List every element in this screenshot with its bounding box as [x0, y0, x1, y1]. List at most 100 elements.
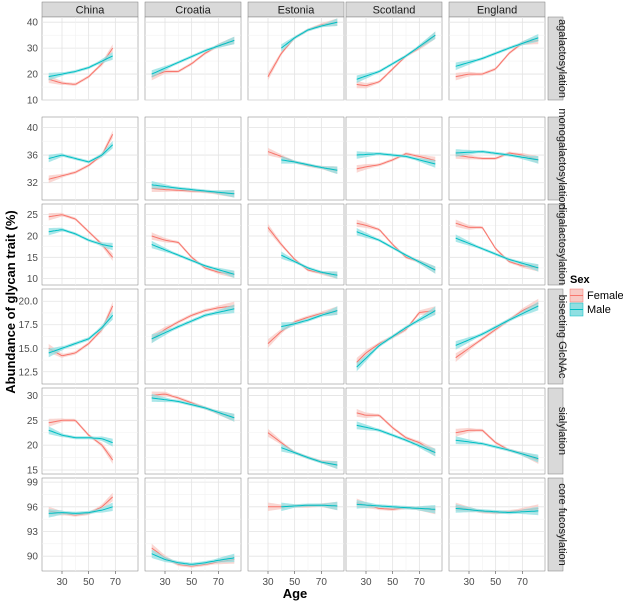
trend-line-male: [455, 237, 539, 269]
y-tick-label: 25: [27, 210, 39, 221]
trend-line-female: [455, 302, 539, 359]
panel-china-core-fucosylation: [41, 477, 139, 572]
legend-title: Sex: [570, 274, 590, 286]
x-axis-title: Age: [283, 586, 308, 601]
strip-label-england: England: [477, 5, 517, 17]
y-tick-label: 40: [27, 18, 39, 29]
x-tick-label: 70: [110, 577, 122, 588]
panel-england-digalactosylation: [448, 203, 546, 286]
panel-croatia-digalactosylation: [144, 203, 242, 286]
trend-line-male: [356, 424, 436, 454]
ci-band-male: [281, 251, 338, 279]
ci-band-male: [48, 311, 113, 358]
trend-line-male: [48, 55, 113, 78]
x-tick-label: 70: [316, 577, 328, 588]
panel-background: [448, 203, 546, 286]
strip-label-estonia: Estonia: [278, 5, 316, 17]
x-tick-label: 70: [414, 577, 426, 588]
panel-estonia-sialylation: [247, 387, 345, 475]
legend-label-female: Female: [587, 290, 623, 302]
y-tick-label: 10: [27, 96, 39, 107]
ci-band-male: [48, 426, 113, 447]
y-tick-label: 20: [27, 441, 39, 452]
panel-background: [448, 16, 546, 101]
x-tick-label: 50: [289, 577, 301, 588]
trend-line-male: [280, 21, 338, 49]
strip-digalactosylation: [547, 203, 564, 286]
y-tick-label: 32: [27, 178, 39, 189]
trend-line-male: [48, 429, 113, 444]
trend-line-male: [151, 397, 235, 419]
ci-band-female: [455, 36, 539, 81]
trend-line-male: [356, 503, 436, 510]
panel-england-core-fucosylation: [448, 477, 546, 572]
ci-band-male: [48, 502, 113, 518]
ci-band-male: [356, 421, 436, 457]
ci-band-male: [356, 31, 436, 83]
panel-england-agalactosylation: [448, 16, 546, 101]
ci-band-male: [151, 549, 235, 566]
panel-scotland-core-fucosylation: [345, 477, 443, 572]
panel-england-monogalactosylation: [448, 116, 546, 201]
ci-band-female: [48, 418, 113, 464]
legend: Sex Female Male: [569, 274, 623, 317]
y-tick-label: 20: [27, 70, 39, 81]
trend-line-male: [455, 305, 539, 346]
trend-line-male: [455, 508, 539, 513]
panel-background: [41, 16, 139, 101]
trend-line-male: [281, 310, 338, 328]
legend-item-female: Female: [569, 288, 623, 303]
y-tick-label: 36: [27, 151, 39, 162]
trend-line-female: [356, 153, 436, 170]
y-tick-label: 15: [27, 466, 39, 477]
y-tick-label: 17.5: [19, 320, 39, 331]
panel-background: [144, 16, 242, 101]
panel-china-sialylation: [41, 387, 139, 475]
strip-label-agalactosylation: agalactosylation: [556, 19, 568, 98]
panel-background: [41, 387, 139, 475]
trend-line-male: [281, 159, 338, 171]
panel-estonia-core-fucosylation: [247, 477, 345, 572]
trend-line-female: [48, 419, 114, 461]
x-tick-label: 30: [56, 577, 68, 588]
y-tick-label: 20.0: [19, 297, 39, 308]
y-tick-label: 15.0: [19, 344, 39, 355]
panel-background: [345, 387, 443, 475]
strip-agalactosylation: [547, 16, 564, 101]
ci-band-male: [48, 227, 113, 251]
trend-line-male: [356, 34, 436, 80]
y-tick-label: 10: [27, 274, 39, 285]
panel-england-bisecting-glcnac: [448, 288, 546, 385]
strip-label-core-fucosylation: core fucosylation: [556, 483, 568, 566]
panel-background: [247, 116, 345, 201]
panel-croatia-core-fucosylation: [144, 477, 242, 572]
trend-line-female: [151, 305, 235, 340]
panel-scotland-agalactosylation: [345, 16, 443, 101]
y-tick-label: 30: [27, 391, 39, 402]
panel-background: [41, 116, 139, 201]
y-tick-label: 15: [27, 253, 39, 264]
x-tick-label: 70: [213, 577, 225, 588]
strip-core-fucosylation: [547, 477, 564, 572]
ci-band-male: [455, 301, 539, 350]
trend-line-male: [48, 144, 114, 163]
strip-label-sialylation: sialylation: [556, 407, 568, 455]
trend-line-male: [281, 504, 338, 508]
panel-background: [41, 477, 139, 572]
panel-background: [247, 387, 345, 475]
y-tick-label: 99: [27, 478, 39, 489]
trend-line-male: [356, 231, 436, 271]
x-tick-label: 50: [387, 577, 399, 588]
y-tick-label: 12.5: [19, 367, 39, 378]
trend-line-male: [356, 310, 436, 368]
strip-label-croatia: Croatia: [175, 5, 211, 17]
facet-grid: China Croatia Estonia Scotland England agalac…: [19, 1, 568, 588]
ci-band-male: [151, 36, 235, 78]
trend-line-male: [356, 153, 436, 165]
trend-line-male: [48, 229, 113, 248]
x-tick-label: 50: [186, 577, 198, 588]
trend-line-male: [151, 39, 235, 75]
trend-line-female: [356, 412, 436, 454]
strip-label-digalactosylation: digalactosylation: [556, 204, 568, 285]
